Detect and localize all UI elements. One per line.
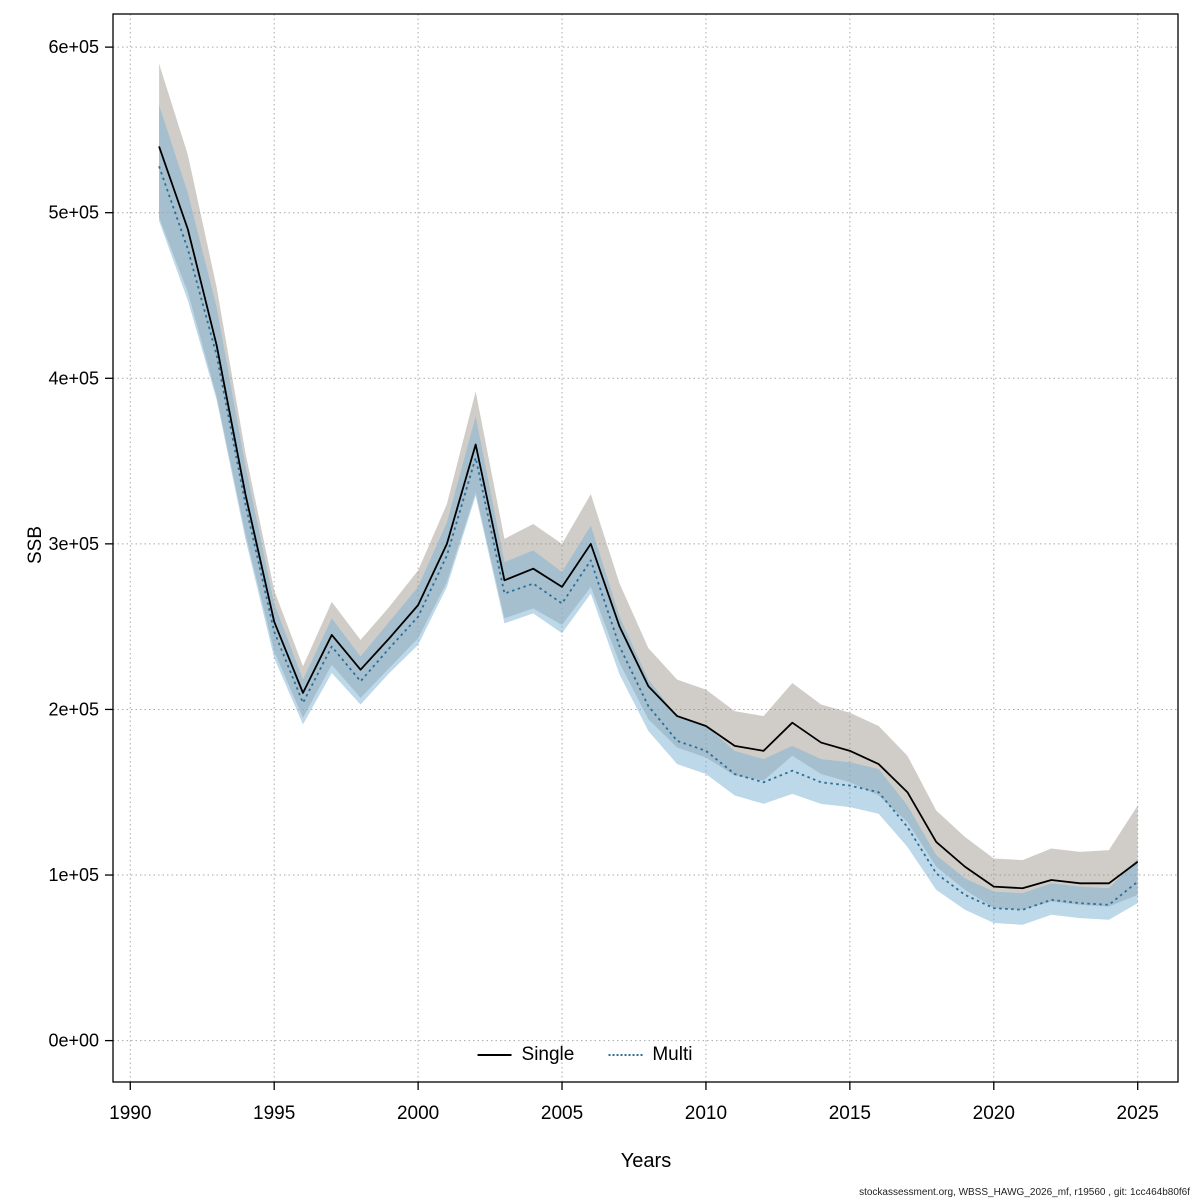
y-tick-label: 5e+05: [48, 203, 99, 223]
plot-border: [112, 13, 1179, 1083]
legend: Single Multi: [477, 1044, 692, 1066]
x-tick-label: 2025: [1117, 1103, 1159, 1124]
x-tick-label: 2010: [685, 1103, 727, 1124]
legend-item-single: Single: [477, 1044, 575, 1066]
confidence-band-single: [159, 63, 1138, 910]
y-axis-label: SSB: [25, 525, 46, 565]
x-tick-label: 1990: [109, 1103, 151, 1124]
single-line-sample-icon: [477, 1054, 512, 1056]
x-tick-label: 2015: [829, 1103, 871, 1124]
series-line-multi: [158, 166, 1139, 911]
x-tick-label: 2000: [397, 1103, 439, 1124]
confidence-band-multi: [159, 105, 1138, 925]
y-tick-label: 4e+05: [48, 368, 99, 388]
y-tick-label: 6e+05: [48, 37, 99, 57]
y-tick-label: 0e+00: [48, 1031, 99, 1051]
y-tick-label: 1e+05: [48, 865, 99, 885]
multi-line-sample-icon: [608, 1054, 643, 1056]
x-tick-label: 2005: [541, 1103, 583, 1124]
x-tick-label: 1995: [253, 1103, 295, 1124]
x-tick-label: 2020: [973, 1103, 1015, 1124]
legend-label-multi: Multi: [652, 1044, 693, 1065]
series-line-single: [158, 146, 1139, 890]
legend-label-single: Single: [521, 1044, 575, 1065]
y-tick-label: 2e+05: [48, 699, 99, 719]
y-tick-label: 3e+05: [48, 534, 99, 554]
legend-item-multi: Multi: [608, 1044, 692, 1066]
x-axis-label: Years: [620, 1150, 672, 1172]
source-footnote: stockassessment.org, WBSS_HAWG_2026_mf, …: [859, 1187, 1190, 1198]
